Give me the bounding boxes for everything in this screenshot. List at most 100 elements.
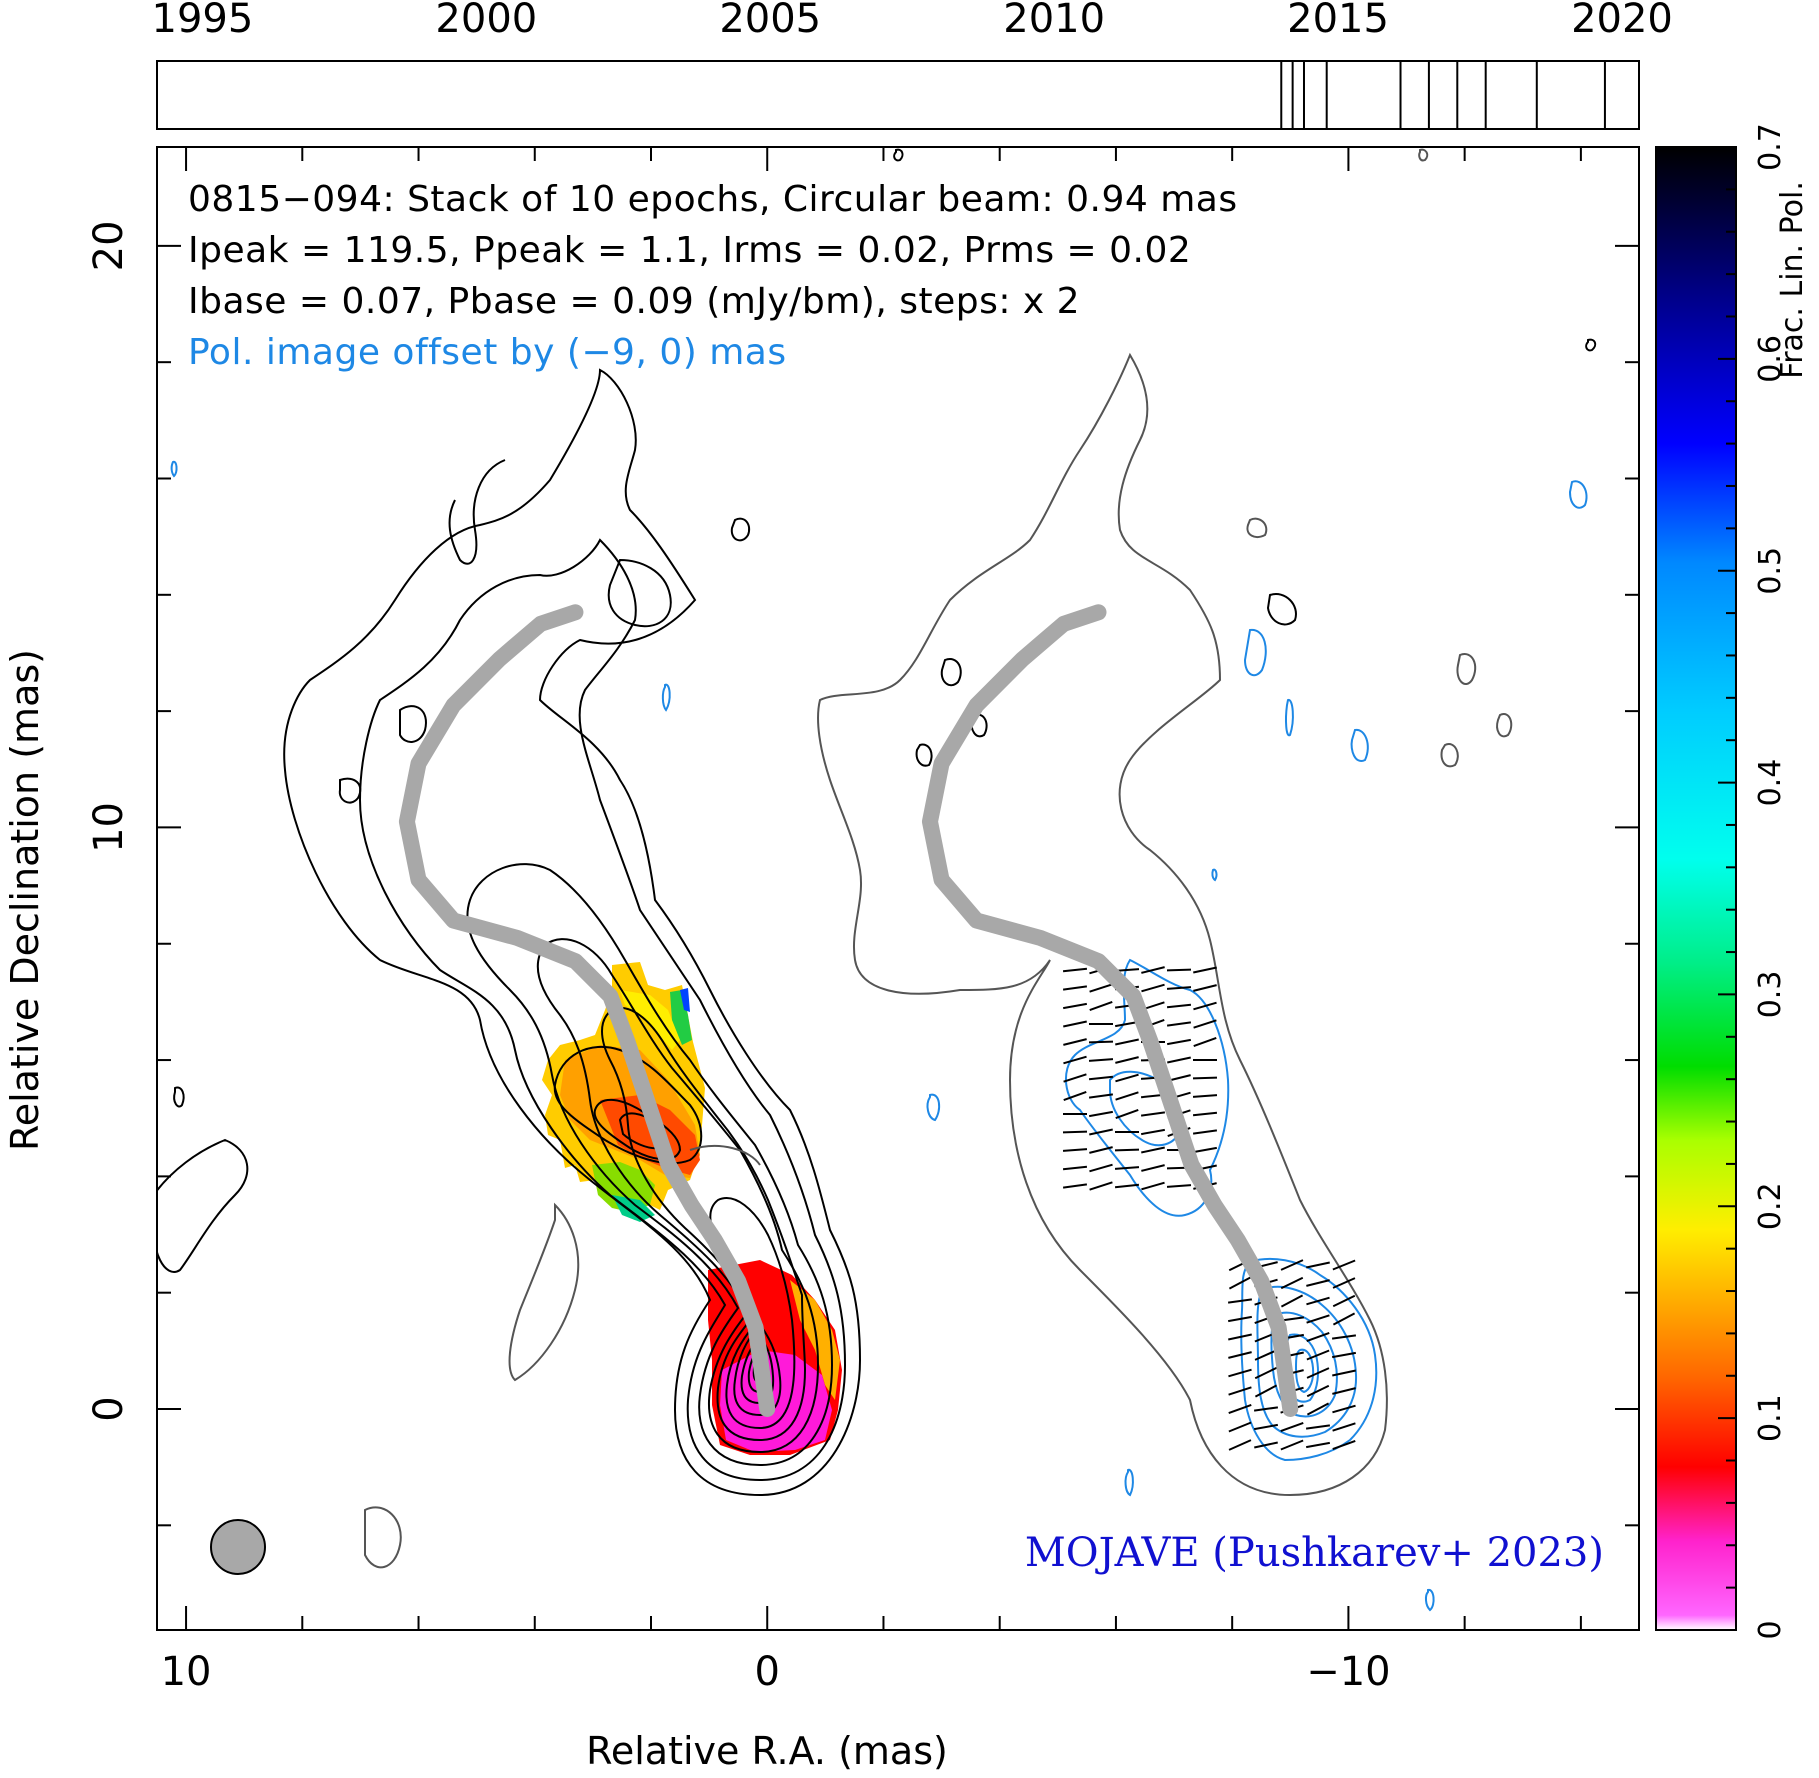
evpa-tick [1088,1040,1114,1044]
evpa-tick [1254,1384,1278,1398]
colorbar-tick-label: 0.2 [1753,1182,1788,1230]
evpa-tick [1088,1093,1114,1099]
offset-black-blob-4 [1266,593,1297,626]
x-axis-title: Relative R.A. (mas) [586,1729,948,1773]
map-panel: 10 0 −10 0 10 20 0815−094: Stack of 10 epochs… [3,146,1640,1773]
pol-contour-blob-10 [1211,868,1218,882]
timeline-frame [156,60,1640,130]
evpa-tick [1332,1387,1356,1395]
beam-ellipse [210,1519,266,1575]
evpa-tick [1141,1164,1165,1172]
timeline-year-label: 1995 [152,0,254,42]
colorbar-ticks [1718,146,1736,1631]
evpa-tick [1193,1019,1217,1029]
offset-black-blob-3 [915,743,933,767]
evpa-tick [1280,1259,1304,1271]
evpa-tick [1192,1076,1218,1080]
evpa-tick [1140,1111,1166,1117]
evpa-tick [1306,1261,1330,1269]
evpa-tick [1192,1129,1218,1135]
evpa-tick [1228,1276,1252,1290]
evpa-tick [1114,1166,1140,1170]
x-tick-label: −10 [1306,1649,1390,1695]
y-tick-label: 0 [86,1396,132,1421]
pol-contour-blob-3 [1285,699,1294,737]
colorbar-tick-label: 0.5 [1753,547,1788,595]
offset-black-blob-5 [1585,338,1597,352]
colorbar-tick-labels: 0 0.1 0.2 0.3 0.4 0.5 0.6 0.7 [1753,123,1788,1639]
pol-patch-limegreen [592,1162,655,1212]
evpa-tick [1306,1384,1330,1398]
evpa-tick [1141,983,1165,993]
y-tick-label: 10 [86,802,132,853]
contour-i-island-1 [730,517,751,542]
evpa-tick [1193,984,1217,992]
evpa-tick [1062,967,1088,973]
evpa-tick [1062,985,1088,991]
evpa-tick [1227,1298,1253,1304]
evpa-tick [1228,1386,1252,1396]
evpa-tick [1089,983,1113,993]
evpa-tick [1193,1001,1217,1011]
evpa-tick [1089,1128,1113,1136]
offset-grey-blob-2 [1496,713,1513,738]
evpa-tick [1062,1130,1088,1134]
contour-i-left-edge [448,459,506,565]
evpa-tick [1331,1334,1357,1340]
grey-contour-1 [508,1202,580,1382]
offset-grey-blob-5 [1418,148,1429,162]
evpa-tick [1228,1351,1252,1359]
evpa-tick [1166,1184,1192,1188]
x-tick-label: 0 [755,1649,780,1695]
axis-ticks [157,147,1639,1630]
pol-contour-blob-7 [1424,1588,1435,1612]
evpa-tick [1254,1423,1278,1431]
epoch-timeline: 1995 2000 2005 2010 2015 2020 [152,0,1673,130]
evpa-tick [1063,1073,1087,1083]
evpa-tick [1306,1367,1330,1379]
contour-i-island-2 [173,1086,185,1108]
evpa-tick [1193,966,1217,974]
evpa-tick [1332,1259,1356,1271]
x-tick-label: 10 [161,1649,212,1695]
contour-i-blob-2 [399,705,427,743]
info-line-3: Ibase = 0.07, Pbase = 0.09 (mJy/bm), ste… [188,281,1080,322]
evpa-tick [1114,1148,1140,1152]
evpa-tick [1115,1038,1139,1046]
ridge-line [398,604,776,1418]
evpa-tick [1062,1183,1088,1189]
offset-black-blob-1 [940,658,962,687]
evpa-tick [1193,1146,1217,1154]
info-line-4: Pol. image offset by (−9, 0) mas [188,332,787,373]
evpa-tick [1063,1002,1087,1010]
evpa-tick [1115,1091,1139,1101]
credit-label: MOJAVE (Pushkarev+ 2023) [1025,1530,1604,1576]
offset-black-blob-6 [893,148,904,162]
evpa-tick [1141,1181,1165,1191]
colorbar-title: Frac. Lin. Pol. [1775,181,1810,379]
evpa-tick [1089,1163,1113,1173]
evpa-tick [1089,1181,1113,1191]
pol-contour-blob-6 [1124,1468,1134,1497]
timeline-year-label: 2020 [1571,0,1673,42]
evpa-tick [1193,1036,1217,1048]
evpa-tick [1141,1146,1165,1154]
evpa-tick [1332,1277,1356,1289]
evpa-tick [1167,1038,1191,1046]
contour-i-blob-1 [607,558,672,628]
evpa-tick [1063,1055,1087,1065]
evpa-tick [1254,1441,1278,1449]
evpa-tick [1063,1090,1087,1102]
evpa-tick [1253,1406,1279,1412]
pol-contour-blob-9 [170,460,178,478]
evpa-tick [1089,1146,1113,1154]
offset-lowest-contour [817,352,1388,1497]
plot-frame [156,146,1640,1631]
pol-contour-blob-2 [1350,728,1369,762]
colorbar-tick-label: 0.7 [1753,123,1788,171]
evpa-tick [1228,1421,1252,1433]
evpa-tick [1305,1424,1331,1430]
info-line-2: Ipeak = 119.5, Ppeak = 1.1, Irms = 0.02,… [188,230,1191,271]
stokes-i-lowest-contour-offset [817,148,1513,1497]
